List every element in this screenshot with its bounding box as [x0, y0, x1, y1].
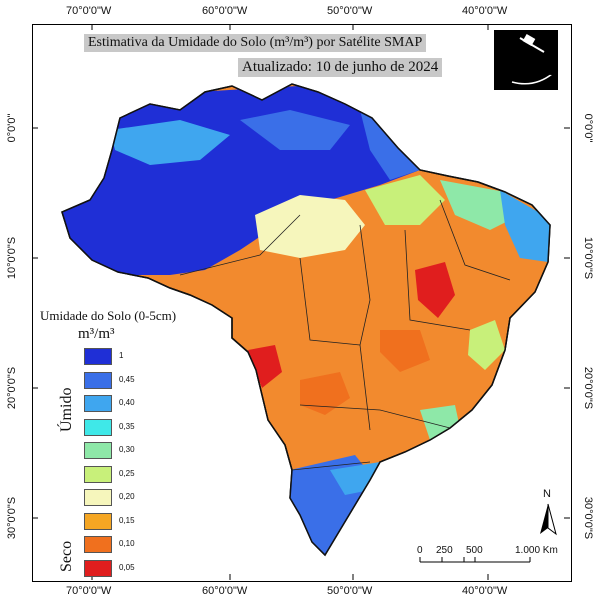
legend-swatch	[84, 559, 112, 577]
lapis-logo-text: LAPIS	[498, 58, 560, 80]
legend-value-label: 0,25	[119, 468, 135, 478]
zone-midblue-ne	[360, 110, 420, 180]
legend-swatch	[84, 512, 112, 530]
scale-label: 500	[466, 545, 483, 556]
axis-right-label: 0°0'0"	[582, 113, 594, 143]
legend-swatch	[84, 395, 112, 412]
legend-swatch	[84, 348, 112, 365]
legend-value-label: 0,05	[119, 562, 135, 572]
axis-top-label: 40°0'0"W	[462, 5, 508, 17]
legend-swatch	[84, 371, 112, 389]
axis-right-label: 30°0'0"S	[582, 496, 594, 540]
north-label: N	[543, 488, 551, 500]
axis-left-label: 10°0'0"S	[6, 236, 18, 280]
axis-top-label: 50°0'0"W	[327, 5, 373, 17]
zone-midblue	[240, 110, 350, 150]
zone-lightblue-nw	[110, 120, 230, 165]
zone-darkorange-2	[380, 330, 430, 372]
legend-value-label: 0,10	[119, 539, 135, 548]
axis-bottom-label: 70°0'0"W	[66, 585, 112, 597]
axis-right-label: 20°0'0"S	[582, 366, 594, 410]
axis-left-label: 20°0'0"S	[6, 366, 18, 410]
scale-label: 1.000 Km	[515, 545, 558, 556]
zone-red-east	[415, 262, 455, 318]
axis-bottom-label: 40°0'0"W	[462, 585, 508, 597]
axis-bottom-label: 50°0'0"W	[327, 585, 373, 597]
zone-lightgreen	[365, 175, 445, 225]
legend-value-label: 0,40	[119, 398, 135, 407]
zone-darkorange	[300, 372, 350, 415]
grid-ticks	[32, 24, 570, 580]
zone-coast-ne	[500, 190, 550, 262]
axis-bottom-label: 60°0'0"W	[202, 585, 248, 597]
legend-value-label: 1	[119, 351, 124, 360]
legend-swatch	[84, 536, 112, 553]
scale-bar-graphic	[419, 557, 531, 563]
state-borders	[179, 199, 511, 471]
zone-green-ne	[440, 180, 520, 230]
legend-dry-label: Seco	[58, 540, 75, 572]
axis-left-label: 30°0'0"S	[6, 496, 18, 540]
scale-label: 0	[417, 545, 423, 556]
zone-green-se	[468, 320, 505, 370]
updated-date: Atualizado: 10 de junho de 2024	[238, 58, 443, 77]
legend-value-label: 0,15	[119, 515, 135, 525]
axis-left-label: 0°0'0"	[6, 113, 18, 143]
scale-label: 250	[436, 545, 453, 556]
axis-right-label: 10°0'0"S	[582, 236, 594, 280]
legend-unit: m³/m³	[78, 326, 115, 342]
map-title: Estimativa da Umidade do Solo (m³/m³) po…	[84, 34, 427, 52]
lapis-logo-graphic	[494, 30, 558, 90]
moisture-field	[62, 84, 550, 555]
legend-swatch	[84, 465, 112, 483]
legend-value-label: 0,35	[119, 421, 135, 431]
legend-value-label: 0,20	[119, 492, 135, 501]
axis-top-label: 60°0'0"W	[202, 5, 248, 17]
legend-wet-label: Úmido	[58, 387, 75, 432]
axis-top-label: 70°0'0"W	[66, 5, 112, 17]
legend-title: Umidade do Solo (0-5cm)	[40, 308, 177, 323]
legend-swatch	[84, 489, 112, 506]
legend-value-label: 0,30	[119, 445, 135, 454]
north-arrow-icon	[540, 503, 557, 536]
legend-value-label: 0,45	[119, 374, 135, 384]
legend-swatch	[84, 418, 112, 436]
legend-swatch	[84, 442, 112, 459]
zone-red-west	[248, 345, 282, 388]
zone-pale	[255, 195, 365, 258]
